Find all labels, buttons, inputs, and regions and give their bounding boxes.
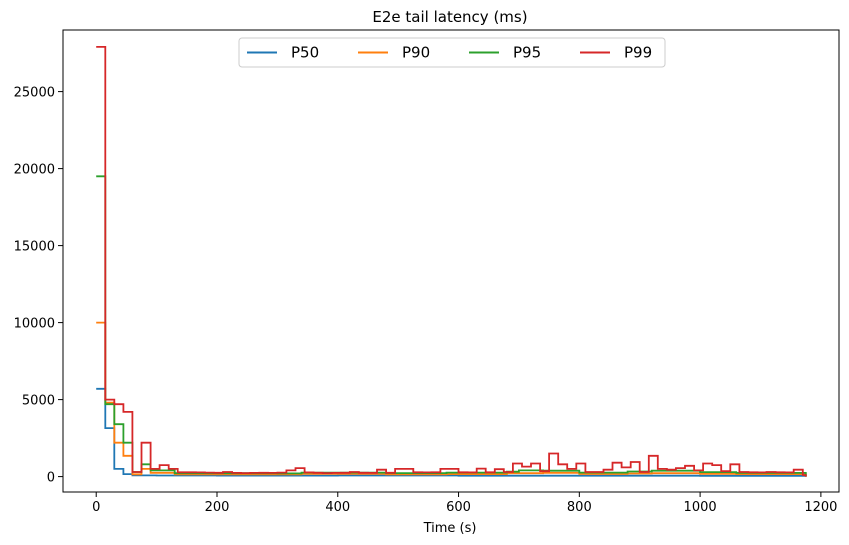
series-line-p50 bbox=[96, 387, 807, 477]
legend-label-p95: P95 bbox=[513, 44, 541, 62]
x-tick-label: 1000 bbox=[684, 500, 717, 515]
x-tick-label: 200 bbox=[205, 500, 230, 515]
legend: P50 P90 P95 P99 bbox=[238, 37, 666, 68]
chart-title: E2e tail latency (ms) bbox=[372, 8, 527, 26]
y-tick-label: 15000 bbox=[14, 240, 55, 255]
y-tick-label: 5000 bbox=[22, 394, 55, 409]
x-tick-label: 0 bbox=[92, 500, 100, 515]
x-axis: 0 200 400 600 800 1000 1200 bbox=[92, 492, 837, 515]
y-tick-label: 10000 bbox=[14, 317, 55, 332]
series-line-p95 bbox=[96, 175, 807, 477]
series-line-p99 bbox=[96, 46, 807, 477]
y-tick-label: 25000 bbox=[14, 86, 55, 101]
x-tick-label: 800 bbox=[567, 500, 592, 515]
x-tick-label: 1200 bbox=[804, 500, 837, 515]
x-tick-label: 600 bbox=[446, 500, 471, 515]
y-axis: 0 5000 10000 15000 20000 25000 bbox=[14, 86, 63, 486]
y-tick-label: 20000 bbox=[14, 163, 55, 178]
series-line-p90 bbox=[96, 321, 807, 477]
legend-frame bbox=[238, 37, 666, 68]
plot-frame bbox=[62, 29, 840, 493]
legend-label-p99: P99 bbox=[624, 44, 652, 62]
legend-label-p50: P50 bbox=[291, 44, 319, 62]
legend-label-p90: P90 bbox=[402, 44, 430, 62]
plot-lines bbox=[96, 46, 807, 477]
x-tick-label: 400 bbox=[325, 500, 350, 515]
y-tick-label: 0 bbox=[47, 471, 55, 486]
x-axis-label: Time (s) bbox=[423, 521, 477, 536]
